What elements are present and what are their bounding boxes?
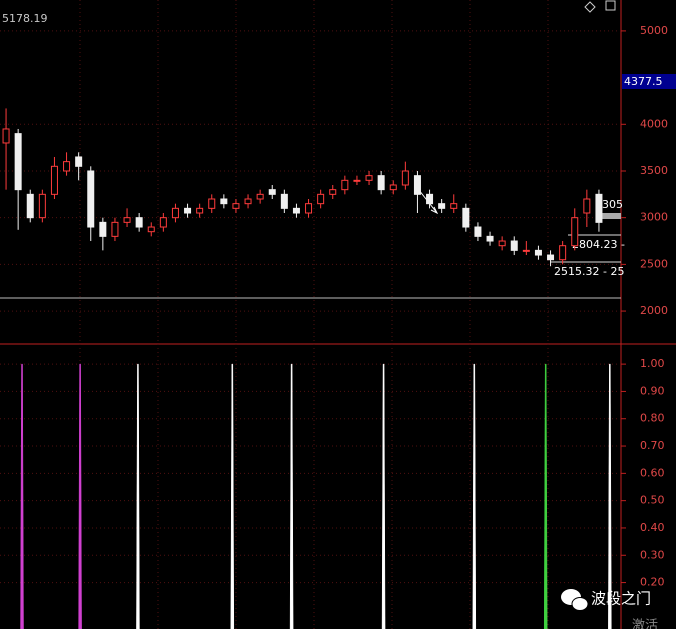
candle-body — [498, 240, 506, 247]
y-tick-label: 3000 — [640, 211, 668, 224]
candle-body — [329, 189, 337, 195]
candle-body — [159, 217, 167, 228]
spike — [230, 363, 235, 629]
candle-body — [50, 165, 58, 195]
candle-body — [292, 207, 300, 214]
y-tick-label: 0.20 — [640, 576, 665, 589]
candle-body — [280, 193, 288, 209]
footer-text: 激活 — [632, 619, 658, 629]
candle-body — [353, 179, 361, 182]
y-tick-label: 4000 — [640, 117, 668, 130]
candle-body — [317, 193, 325, 205]
candle-body — [256, 193, 264, 200]
y-tick-label: 2500 — [640, 257, 668, 270]
candle-body — [244, 198, 252, 205]
candle-body — [196, 207, 204, 214]
candle-body — [486, 235, 494, 242]
candle-body — [462, 207, 470, 228]
spike — [543, 363, 548, 629]
candle-body — [123, 217, 131, 223]
spike — [78, 363, 82, 629]
level-label: 2515.32 - 25 — [554, 265, 624, 278]
window-icon[interactable] — [605, 0, 616, 11]
value-box — [622, 74, 676, 89]
candle-body — [401, 170, 409, 186]
candle-body — [583, 198, 591, 214]
price-label: 305 — [602, 198, 623, 211]
spike — [608, 363, 612, 629]
max-label: 5178.19 — [2, 12, 48, 25]
vertical-grid — [79, 0, 549, 629]
candle-body — [438, 203, 446, 209]
y-tick-label: 0.40 — [640, 521, 665, 534]
y-tick-label: 0.70 — [640, 439, 665, 452]
candle-body — [510, 240, 518, 251]
candle-body — [571, 217, 579, 247]
candle-body — [147, 226, 155, 233]
candle-body — [135, 217, 143, 228]
y-tick-label: 0.50 — [640, 494, 665, 507]
crosshair-label: 4377.5 — [624, 75, 663, 88]
candle-body — [2, 128, 10, 144]
y-tick-label: 0.30 — [640, 548, 665, 561]
watermark-text: 波段之门 — [591, 590, 651, 608]
y-tick-label: 0.80 — [640, 412, 665, 425]
candle-body — [268, 189, 276, 195]
price-box — [600, 213, 621, 219]
y-tick-label: 0.60 — [640, 466, 665, 479]
candle-body — [522, 249, 530, 252]
candle-body — [14, 133, 22, 191]
y-tick-label: 0.90 — [640, 384, 665, 397]
candle-body — [26, 193, 34, 219]
candle-body — [171, 207, 179, 219]
diamond-icon[interactable] — [584, 1, 596, 13]
candle-body — [87, 170, 95, 228]
candle-body — [232, 203, 240, 209]
arrow-head — [430, 206, 439, 215]
candle-body — [220, 198, 228, 205]
wechat-icon — [571, 597, 589, 611]
candle-body — [389, 184, 397, 191]
candle-body — [595, 193, 603, 223]
y-tick-label: 3500 — [640, 164, 668, 177]
candle-body — [474, 226, 482, 237]
y-tick-label: 5000 — [640, 24, 668, 37]
spike — [20, 363, 24, 629]
candle-body — [365, 175, 373, 181]
y-tick-label: 2000 — [640, 304, 668, 317]
candle-body — [63, 161, 71, 172]
spike — [136, 363, 140, 629]
candle-body — [559, 245, 567, 261]
candle-body — [38, 193, 46, 219]
candle-body — [99, 221, 107, 237]
candle-body — [450, 203, 458, 209]
candle-body — [413, 175, 421, 195]
spike — [381, 363, 386, 629]
candle-body — [111, 221, 119, 237]
candle-body — [208, 198, 216, 209]
candle-body — [534, 249, 542, 256]
watermark: 波段之门 — [561, 589, 651, 611]
candle-body — [184, 207, 192, 214]
candle-body — [377, 175, 385, 191]
spike — [289, 363, 294, 629]
y-tick-label: 1.00 — [640, 357, 665, 370]
candle-body — [305, 203, 313, 214]
candle-body — [426, 193, 434, 205]
spike — [472, 363, 477, 629]
level-label: 2804.23 - — [572, 238, 625, 251]
candle-body — [341, 179, 349, 191]
candle-body — [547, 254, 555, 261]
candle-body — [75, 156, 83, 167]
